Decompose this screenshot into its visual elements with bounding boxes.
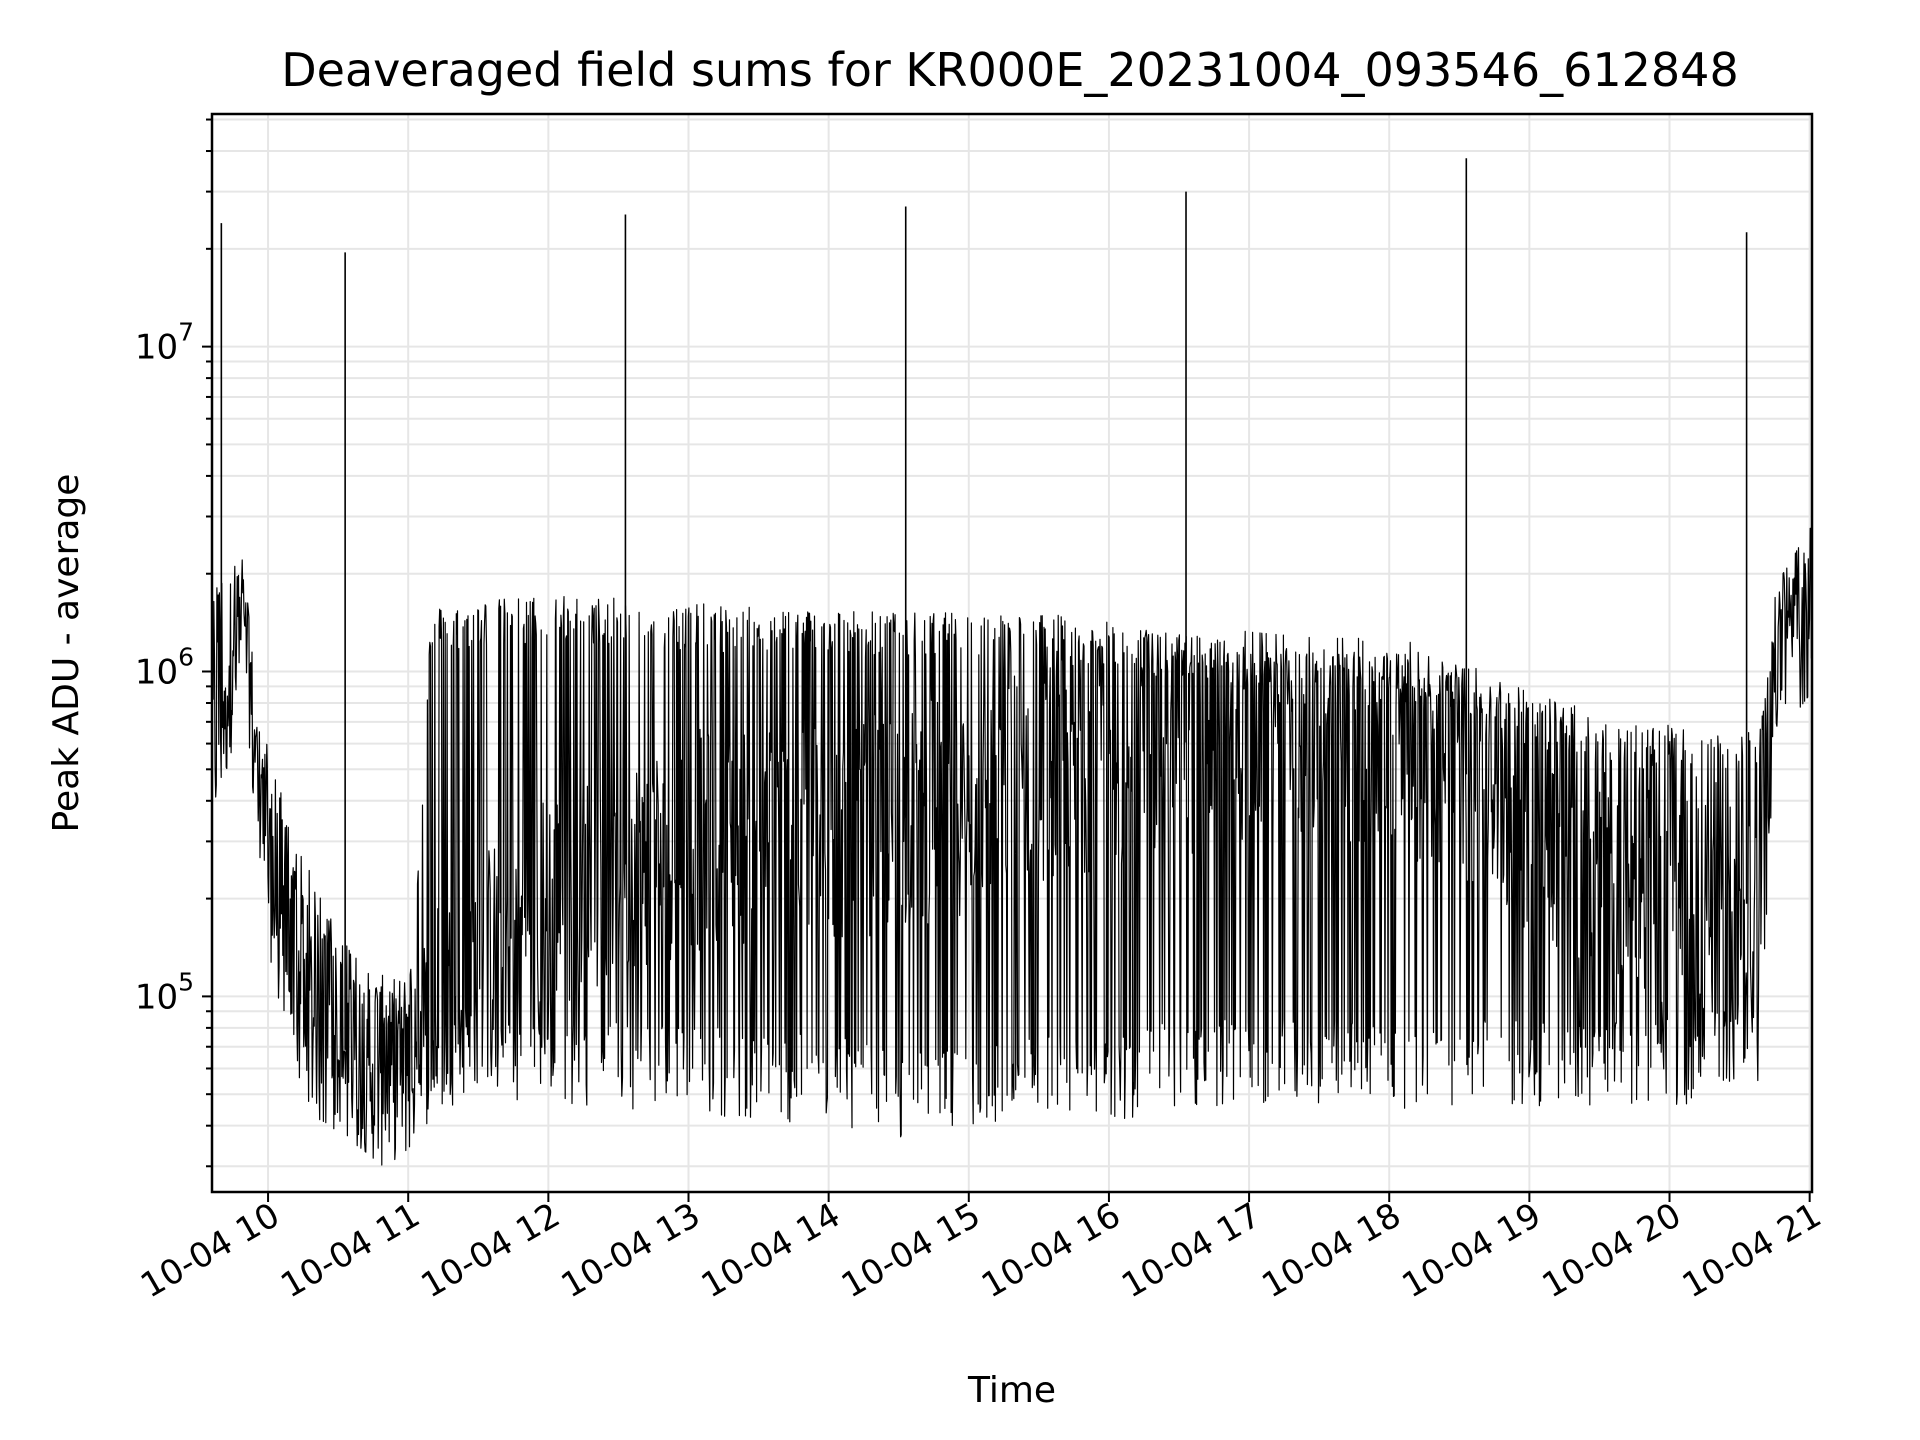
y-tick-label: 105 xyxy=(135,967,194,1017)
y-tick-label: 107 xyxy=(135,318,194,368)
y-axis: 105 106 107 xyxy=(135,118,212,1168)
y-tick-label: 106 xyxy=(135,643,194,693)
y-axis-label: Peak ADU - average xyxy=(46,474,87,833)
axes-frame xyxy=(210,112,1814,1194)
plot-area xyxy=(212,158,1812,1166)
chart-title: Deaveraged field sums for KR000E_2023100… xyxy=(281,43,1738,97)
x-axis-label: Time xyxy=(967,1370,1056,1411)
data-series-line xyxy=(212,527,1812,1166)
